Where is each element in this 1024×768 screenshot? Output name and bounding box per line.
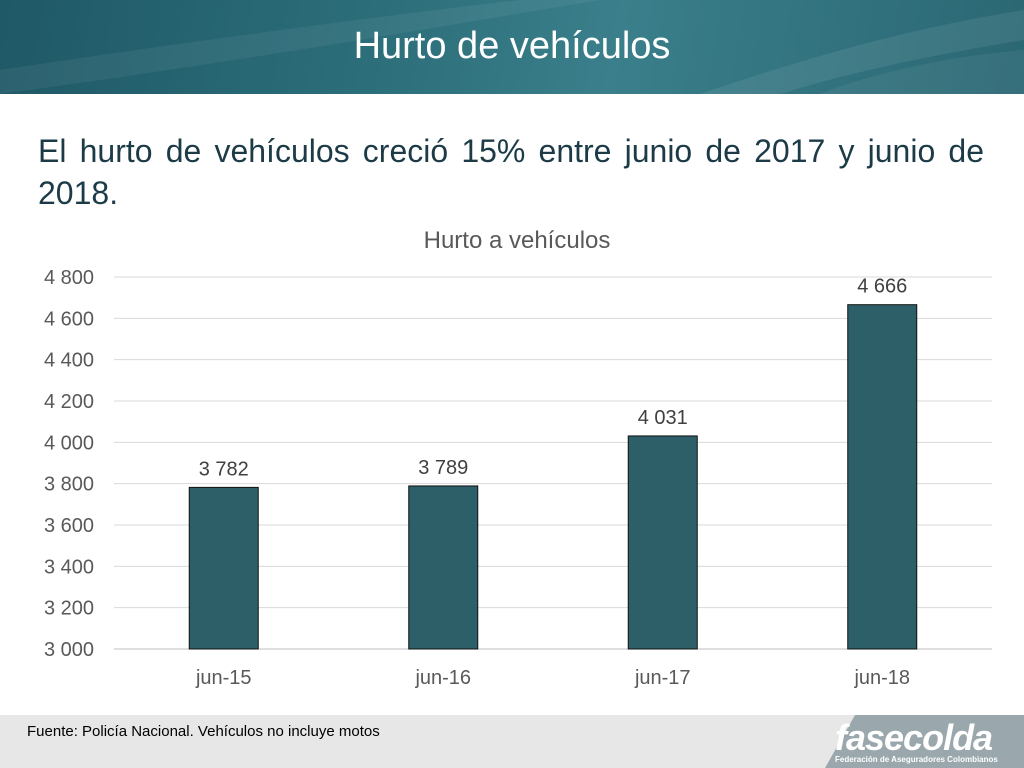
bar-jun-15 [188,486,259,650]
y-tick-label: 4 200 [44,391,94,413]
bar-jun-18 [847,304,918,650]
x-tick-label: jun-18 [853,667,910,689]
data-label: 3 789 [418,457,468,479]
data-label: 4 031 [638,407,688,429]
data-label: 4 666 [857,276,907,298]
x-tick-label: jun-16 [414,667,471,689]
bars [188,304,918,650]
y-tick-label: 3 800 [44,474,94,496]
page-title: Hurto de vehículos [353,25,671,67]
x-tick-label: jun-15 [195,667,252,689]
header-banner: Hurto de vehículos [0,0,1024,94]
logo-shape [825,715,1024,768]
grid-lines [114,276,992,650]
y-tick-label: 3 400 [44,556,94,578]
y-tick-label: 3 000 [44,639,94,661]
data-labels: 3 782 3 789 4 031 4 666 [199,276,908,481]
y-tick-label: 4 600 [44,308,94,330]
source-note: Fuente: Policía Nacional. Vehículos no i… [27,723,380,740]
bar-jun-17 [627,435,698,650]
x-axis-ticks: jun-15 jun-16 jun-17 jun-18 [195,667,910,689]
bar-jun-16 [408,485,479,650]
y-tick-label: 3 200 [44,598,94,620]
banner-decoration [0,0,1024,94]
footer: Fuente: Policía Nacional. Vehículos no i… [0,715,1024,768]
y-tick-label: 4 400 [44,350,94,372]
y-tick-label: 4 000 [44,432,94,454]
logo-wordmark: fasecolda [835,717,993,758]
fasecolda-logo: fasecolda Federación de Aseguradores Col… [795,715,1024,768]
y-tick-label: 3 600 [44,515,94,537]
x-tick-label: jun-17 [634,667,691,689]
y-tick-label: 4 800 [44,267,94,289]
data-label: 3 782 [199,458,249,480]
headline-text: El hurto de vehículos creció 15% entre j… [38,133,984,211]
y-axis-ticks: 3 000 3 200 3 400 3 600 3 800 4 000 4 200 4 400… [44,267,94,661]
chart-title: Hurto a vehículos [424,227,611,254]
logo-tagline: Federación de Aseguradores Colombianos [835,755,998,764]
